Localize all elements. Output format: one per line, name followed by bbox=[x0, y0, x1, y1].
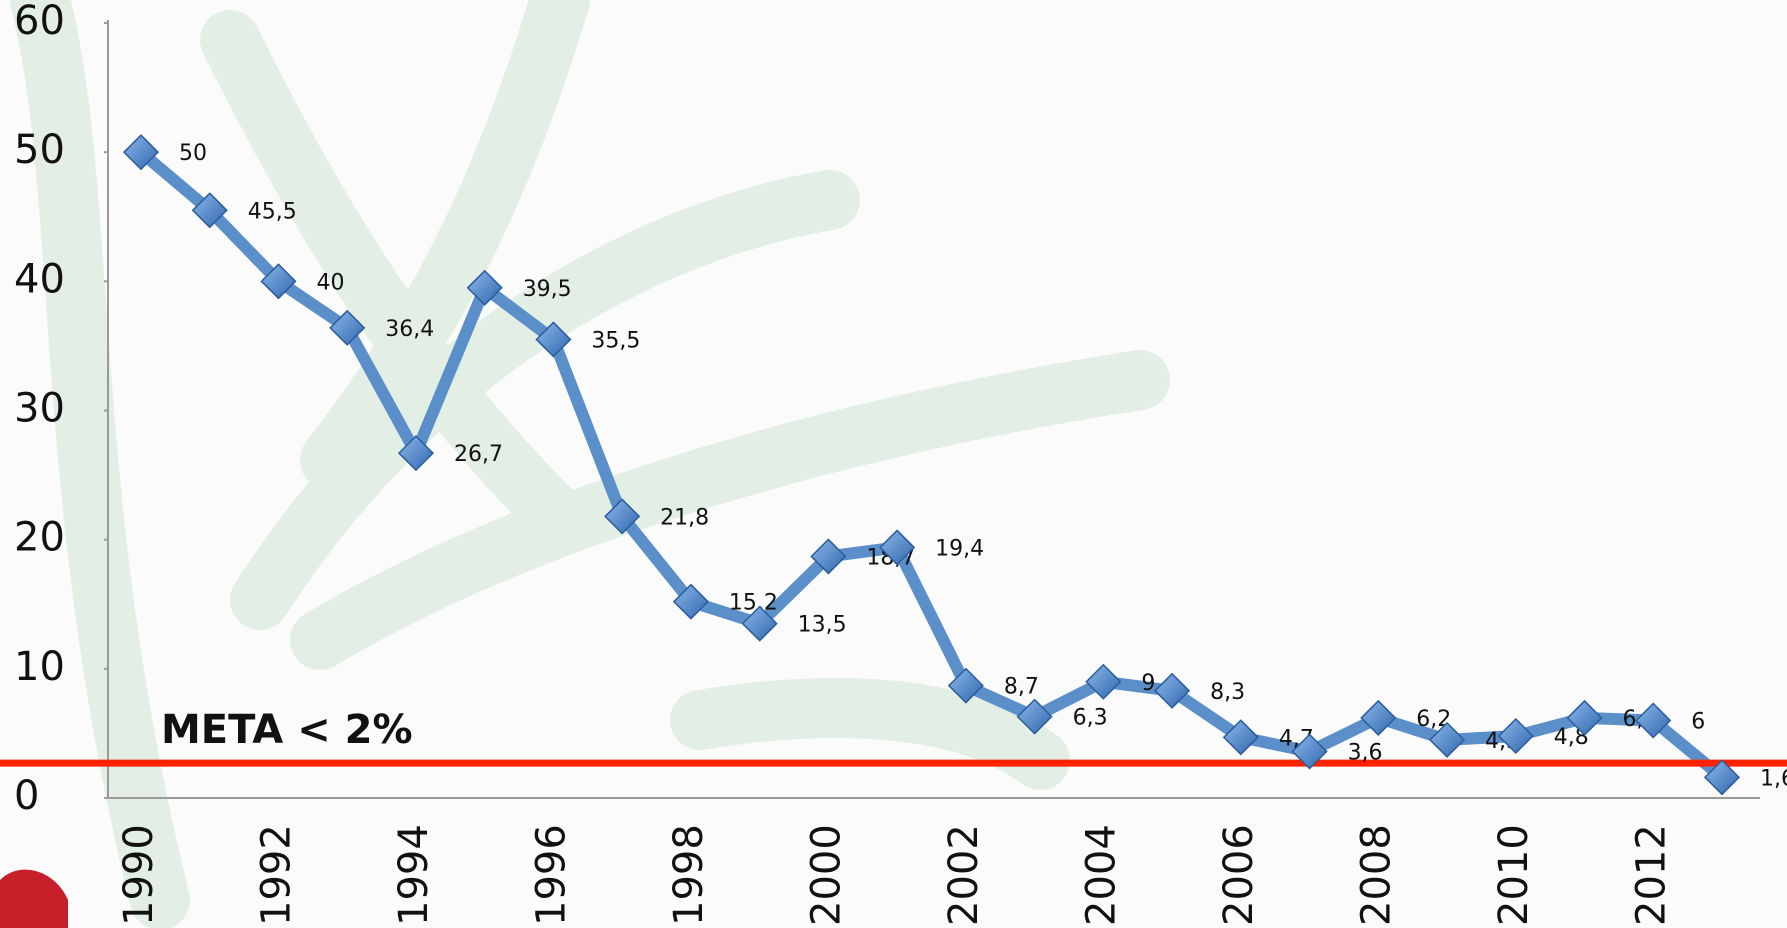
data-label: 9 bbox=[1141, 671, 1155, 696]
y-tick-label: 50 bbox=[14, 127, 65, 173]
data-point bbox=[1085, 663, 1122, 700]
data-point bbox=[397, 435, 435, 472]
data-point bbox=[1566, 699, 1603, 736]
data-point bbox=[535, 321, 572, 358]
data-point bbox=[741, 605, 778, 642]
y-tick-label: 20 bbox=[14, 515, 65, 561]
data-label: 6 bbox=[1691, 710, 1705, 735]
data-point bbox=[1635, 702, 1672, 739]
data-point bbox=[879, 529, 916, 566]
data-label: 45,5 bbox=[248, 199, 297, 224]
data-label: 1,6 bbox=[1760, 766, 1787, 791]
data-point bbox=[672, 583, 709, 620]
x-tick-label: 2002 bbox=[941, 824, 987, 926]
data-point bbox=[191, 192, 228, 229]
data-point bbox=[1154, 672, 1191, 709]
data-label: 39,5 bbox=[523, 277, 572, 302]
data-label: 19,4 bbox=[935, 536, 984, 561]
x-tick-label: 1998 bbox=[666, 824, 712, 926]
data-point bbox=[260, 263, 297, 300]
data-point bbox=[810, 538, 847, 575]
data-label: 50 bbox=[179, 141, 207, 166]
data-label: 21,8 bbox=[660, 505, 709, 530]
data-label: 13,5 bbox=[798, 613, 847, 638]
y-tick-label: 10 bbox=[14, 644, 65, 690]
x-tick-label: 2004 bbox=[1078, 824, 1124, 926]
data-point bbox=[1703, 759, 1741, 796]
x-tick-label: 1992 bbox=[253, 824, 299, 926]
data-point bbox=[1291, 733, 1328, 770]
data-point bbox=[466, 269, 503, 306]
data-label: 6,3 bbox=[1073, 706, 1108, 731]
background-decoration bbox=[10, 0, 1170, 928]
data-label: 36,4 bbox=[385, 317, 434, 342]
y-tick-label: 60 bbox=[14, 0, 65, 44]
data-point bbox=[1016, 698, 1053, 735]
y-tick-label: 40 bbox=[14, 256, 65, 302]
data-label: 8,7 bbox=[1004, 675, 1039, 700]
data-label: 8,3 bbox=[1210, 680, 1245, 705]
data-point bbox=[122, 134, 160, 171]
corner-logo bbox=[0, 869, 68, 928]
x-tick-label: 2010 bbox=[1491, 824, 1537, 926]
data-point bbox=[1428, 721, 1466, 758]
data-point bbox=[1497, 717, 1534, 755]
y-tick-label: 0 bbox=[14, 773, 39, 819]
data-point bbox=[1360, 699, 1397, 736]
data-label: 26,7 bbox=[454, 442, 503, 467]
x-tick-label: 1990 bbox=[116, 824, 162, 926]
y-tick-label: 30 bbox=[14, 386, 65, 432]
x-tick-label: 2000 bbox=[803, 824, 849, 926]
data-point bbox=[329, 309, 366, 346]
data-point bbox=[604, 498, 641, 535]
data-label: 35,5 bbox=[591, 328, 640, 353]
data-point bbox=[947, 667, 984, 704]
data-label: 15,2 bbox=[729, 591, 778, 616]
data-label: 3,6 bbox=[1348, 741, 1383, 766]
x-tick-label: 2006 bbox=[1216, 824, 1262, 926]
data-label: 40 bbox=[316, 270, 344, 295]
annotation: META < 2% bbox=[161, 707, 413, 753]
x-tick-label: 1996 bbox=[528, 824, 574, 926]
x-tick-label: 2008 bbox=[1353, 824, 1399, 926]
x-tick-label: 1994 bbox=[391, 824, 437, 926]
data-point bbox=[1222, 719, 1259, 756]
x-tick-label: 2012 bbox=[1628, 824, 1674, 926]
